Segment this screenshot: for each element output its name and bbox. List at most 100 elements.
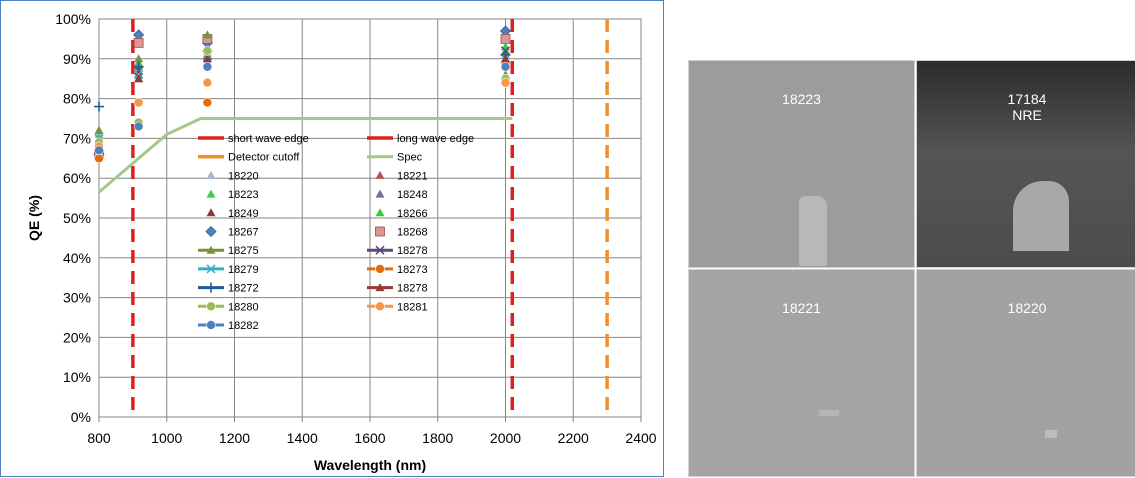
marker-shape <box>133 97 144 108</box>
legend-marker <box>375 189 385 198</box>
image-label-line: 18220 <box>1007 300 1047 316</box>
legend-entry: 18248 <box>375 189 428 201</box>
legend-marker <box>375 283 385 292</box>
y-tick-label: 10% <box>63 369 91 385</box>
legend-marker <box>206 282 216 293</box>
legend-label: Spec <box>397 152 423 164</box>
marker-shape <box>375 170 385 179</box>
legend-label: 18272 <box>228 283 259 295</box>
marker-shape <box>500 77 511 88</box>
legend-label: 18248 <box>397 189 428 201</box>
legend-entry: 18221 <box>375 170 428 182</box>
legend-label: 18282 <box>228 320 259 332</box>
marker-shape <box>202 46 213 56</box>
legend-label: 18268 <box>397 227 428 239</box>
y-tick-label: 80% <box>63 91 91 107</box>
data-point <box>202 61 213 72</box>
x-tick-label: 800 <box>87 430 111 446</box>
marker-shape <box>206 264 216 274</box>
legend-marker <box>375 226 385 237</box>
legend-label: 18273 <box>397 264 428 276</box>
marker-shape <box>134 74 144 83</box>
data-point <box>500 61 511 72</box>
legend-entry: 18279 <box>198 264 259 276</box>
detector-image-grid: 18223 17184 NRE 18221 18220 <box>688 60 1135 477</box>
spec-line <box>98 117 513 194</box>
image-label-line: 17184 <box>1007 91 1047 107</box>
legend-label: 18280 <box>228 301 259 313</box>
legend-label: 18223 <box>228 189 259 201</box>
marker-shape <box>375 245 385 255</box>
legend-marker <box>375 301 385 312</box>
legend-label: 18221 <box>397 170 428 182</box>
marker-shape <box>202 77 213 88</box>
legend-entry: 18273 <box>367 264 428 276</box>
marker-shape <box>94 145 104 156</box>
x-tick-label: 1600 <box>354 430 385 446</box>
marker-shape <box>375 283 385 292</box>
legend-entry: long wave edge <box>367 133 474 145</box>
x-tick-label: 1400 <box>287 430 318 446</box>
image-label: 17184 NRE <box>917 91 1135 123</box>
legend-entry: short wave edge <box>198 133 309 145</box>
y-tick-label: 70% <box>63 130 91 146</box>
legend-label: 18266 <box>397 208 428 220</box>
marker-shape <box>94 153 104 164</box>
marker-shape <box>206 320 216 330</box>
image-label-line: 18223 <box>782 91 821 107</box>
y-tick-label: 50% <box>63 210 91 226</box>
legend-marker <box>206 245 216 254</box>
marker-shape <box>134 54 144 63</box>
image-feature <box>1013 181 1069 251</box>
marker-shape <box>94 125 104 134</box>
legend-marker <box>206 301 216 312</box>
detector-image: 18220 <box>916 269 1135 477</box>
legend-entry: 18281 <box>367 301 428 313</box>
marker-shape <box>133 121 144 132</box>
marker-shape <box>375 264 385 274</box>
legend-entry: 18220 <box>206 170 259 182</box>
legend-label: 18267 <box>228 227 259 239</box>
image-label: 18223 <box>689 91 914 107</box>
legend-marker <box>206 170 216 179</box>
y-tick-label: 40% <box>63 250 91 266</box>
x-tick-label: 2000 <box>490 430 521 446</box>
y-tick-label: 100% <box>55 11 91 27</box>
x-tick-label: 2200 <box>558 430 589 446</box>
legend-entry: Detector cutoff <box>198 152 300 164</box>
marker-shape <box>206 245 216 254</box>
legend-marker <box>375 245 385 255</box>
marker-shape <box>202 30 212 39</box>
data-point <box>133 97 144 108</box>
marker-shape <box>206 208 216 217</box>
data-point <box>202 97 213 108</box>
y-tick-label: 30% <box>63 290 91 306</box>
data-point <box>133 37 144 48</box>
data-point <box>202 30 212 39</box>
marker-shape <box>206 170 216 179</box>
legend-entry: 18278 <box>367 245 428 257</box>
legend-label: 18281 <box>397 301 428 313</box>
detector-image: 18223 <box>688 60 915 268</box>
legend-entry: 18280 <box>198 301 259 313</box>
marker-shape <box>500 34 511 44</box>
legend-entry: 18249 <box>206 208 259 220</box>
legend-entry: 18268 <box>375 226 428 239</box>
data-point <box>202 46 213 56</box>
image-label-line: 18221 <box>782 300 821 316</box>
qe-chart: 0% 10% 20% 30% 40% 50% 60% 70% 80% 90% 100% 800 1000… <box>26 11 657 473</box>
marker-shape <box>375 208 385 217</box>
legend-label: long wave edge <box>397 133 474 145</box>
legend-marker <box>206 320 216 330</box>
legend-marker <box>375 170 385 179</box>
data-point <box>202 54 212 63</box>
y-tick-label: 90% <box>63 51 91 67</box>
legend-label: 18278 <box>397 283 428 295</box>
legend-marker <box>206 189 216 198</box>
marker-shape <box>501 54 510 63</box>
data-point <box>94 125 104 134</box>
legend-label: 18220 <box>228 170 259 182</box>
legend-label: Detector cutoff <box>228 152 300 164</box>
legend-label: short wave edge <box>228 133 309 145</box>
data-point <box>94 145 104 156</box>
